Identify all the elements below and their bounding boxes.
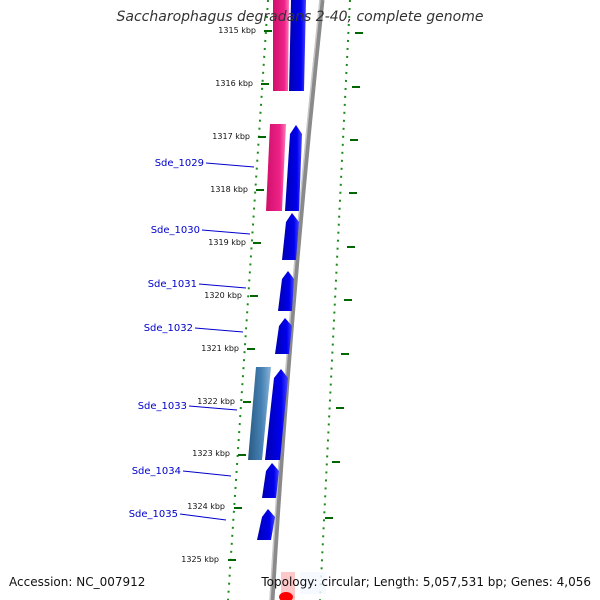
legend-mask bbox=[300, 572, 326, 594]
gene-arrow-sde1032[interactable] bbox=[275, 318, 292, 354]
gene-arrow-sde1035[interactable] bbox=[257, 509, 275, 540]
ruler-label-1319: 1319 kbp bbox=[208, 238, 246, 247]
ruler-label-1325: 1325 kbp bbox=[181, 555, 219, 564]
gene-label-sde1030[interactable]: Sde_1030 bbox=[151, 225, 200, 236]
genome-backbone bbox=[269, 0, 325, 600]
gene-label-sde1034[interactable]: Sde_1034 bbox=[132, 466, 181, 477]
gene-arrow-sde1031[interactable] bbox=[278, 271, 294, 311]
gene-label-sde1031[interactable]: Sde_1031 bbox=[148, 279, 197, 290]
gene-arrow-sde1034[interactable] bbox=[262, 463, 279, 498]
gene-label-sde1029[interactable]: Sde_1029 bbox=[155, 158, 204, 169]
accession-label: Accession: NC_007912 bbox=[9, 575, 146, 589]
ruler-label-1318: 1318 kbp bbox=[210, 185, 248, 194]
ruler-ticks bbox=[228, 30, 272, 561]
origin-marker bbox=[279, 592, 293, 600]
ruler-labels: 1315 kbp 1316 kbp 1317 kbp 1318 kbp 1319… bbox=[181, 26, 256, 564]
ruler-label-1322: 1322 kbp bbox=[197, 397, 235, 406]
ruler-label-1323: 1323 kbp bbox=[192, 449, 230, 458]
gene-labels: Sde_1029 Sde_1030 Sde_1031 Sde_1032 Sde_… bbox=[129, 158, 204, 520]
gene-label-sde1035[interactable]: Sde_1035 bbox=[129, 509, 178, 520]
gc-inner-dotted-track bbox=[227, 0, 269, 600]
ruler-label-1324: 1324 kbp bbox=[187, 502, 225, 511]
ruler-label-1320: 1320 kbp bbox=[204, 291, 242, 300]
gene-arrow-sde1033[interactable] bbox=[265, 369, 288, 460]
feature-block-pink-sde1029 bbox=[266, 124, 286, 211]
ruler-label-1315: 1315 kbp bbox=[218, 26, 256, 35]
ruler-label-1317: 1317 kbp bbox=[212, 132, 250, 141]
gc-skew-track bbox=[325, 32, 363, 519]
gene-arrow-top[interactable] bbox=[289, 0, 306, 91]
topology-label: Topology: circular; Length: 5,057,531 bp… bbox=[261, 575, 591, 589]
feature-block-steel-sde1033 bbox=[248, 367, 271, 460]
gene-arrow-sde1029[interactable] bbox=[285, 125, 302, 211]
gene-label-sde1032[interactable]: Sde_1032 bbox=[144, 323, 193, 334]
feature-block-pink-top bbox=[273, 0, 289, 91]
gene-label-leaders bbox=[179, 162, 255, 521]
gene-label-sde1033[interactable]: Sde_1033 bbox=[138, 401, 187, 412]
gene-arrow-sde1030[interactable] bbox=[282, 213, 299, 260]
ruler-label-1316: 1316 kbp bbox=[215, 79, 253, 88]
map-title: Saccharophagus degradans 2-40, complete … bbox=[116, 9, 484, 25]
ruler-label-1321: 1321 kbp bbox=[201, 344, 239, 353]
